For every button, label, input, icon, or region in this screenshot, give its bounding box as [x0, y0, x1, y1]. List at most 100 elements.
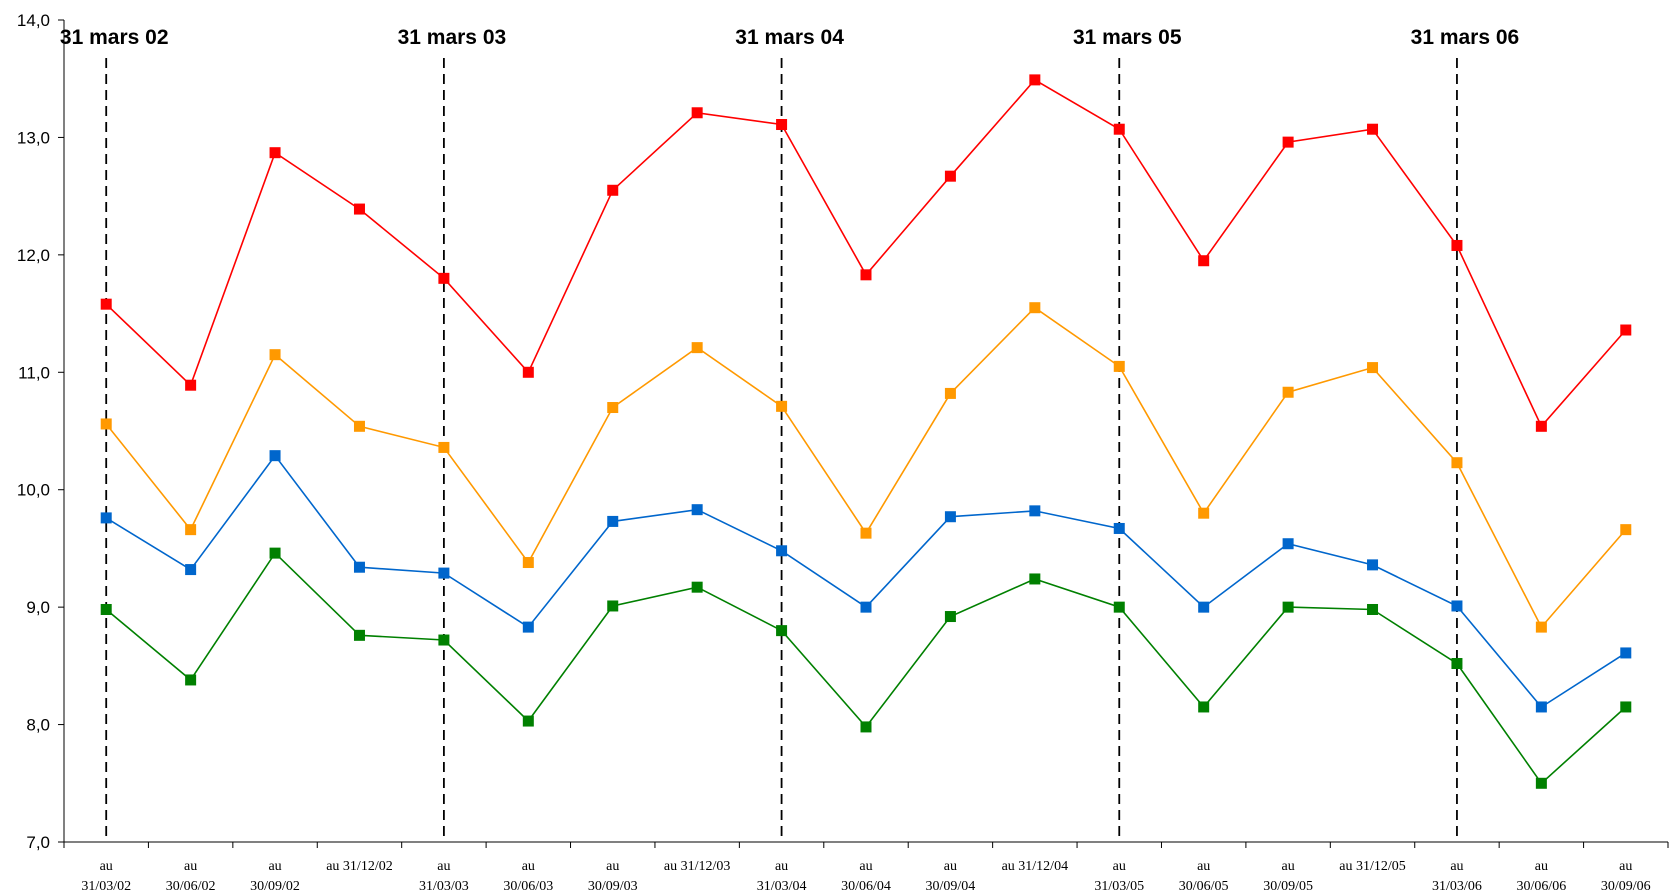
x-tick-label-line: au	[184, 859, 197, 874]
x-tick-label-line: 30/06/03	[503, 879, 553, 893]
x-tick-label-line: 30/09/05	[1263, 879, 1313, 893]
data-point	[860, 601, 872, 613]
data-point	[1367, 123, 1379, 135]
data-point	[1451, 658, 1463, 670]
x-tick-label: au 30/09/06	[1601, 859, 1651, 893]
x-tick-label-line: au	[437, 859, 450, 874]
x-tick-label: au 31/03/03	[419, 859, 469, 893]
data-point	[438, 272, 450, 284]
data-point	[1282, 601, 1294, 613]
x-tick-label: au 30/09/04	[926, 859, 976, 893]
series-layer	[100, 74, 1632, 789]
x-tick-label-line: 30/06/05	[1179, 879, 1229, 893]
x-tick-label-line: au 31/12/05	[1339, 859, 1406, 874]
x-tick-label-line: au	[522, 859, 535, 874]
data-point	[607, 600, 619, 612]
x-tick-label-line: au 31/12/02	[326, 859, 393, 874]
data-point	[1620, 647, 1632, 659]
data-point	[185, 379, 197, 391]
x-tick-label: au 30/06/02	[166, 859, 216, 893]
x-tick-label-line: au	[1113, 859, 1126, 874]
x-tick-label-line: au	[606, 859, 619, 874]
data-point	[776, 625, 788, 637]
data-point	[269, 147, 281, 159]
x-tick-label: au 31/12/02	[326, 859, 393, 874]
series-line	[105, 454, 1627, 709]
data-point	[438, 441, 450, 453]
data-point	[1113, 601, 1125, 613]
data-point	[438, 567, 450, 579]
x-tick-label-line: au	[1535, 859, 1548, 874]
data-point	[776, 119, 788, 131]
x-tick-label-line: au	[944, 859, 957, 874]
data-point	[691, 504, 703, 516]
data-point	[1282, 386, 1294, 398]
data-point	[1367, 559, 1379, 571]
period-marker-label: 31 mars 03	[398, 26, 507, 49]
x-tick-label: au 30/09/02	[250, 859, 300, 893]
data-point	[944, 387, 956, 399]
x-tick-label-line: 30/06/06	[1516, 879, 1566, 893]
y-tick-label: 14,0	[17, 11, 50, 30]
data-point	[1113, 360, 1125, 372]
x-tick-label-line: au	[1281, 859, 1294, 874]
series-2	[100, 302, 1632, 633]
data-point	[1198, 701, 1210, 713]
data-point	[185, 524, 197, 536]
data-point	[944, 170, 956, 182]
data-point	[100, 512, 112, 524]
period-markers: 31 mars 02 31 mars 03 31 mars 04 31 mars 05…	[60, 26, 1519, 842]
x-tick-label-line: 31/03/04	[757, 879, 807, 893]
data-point	[944, 611, 956, 623]
series-3	[100, 450, 1632, 713]
data-point	[691, 342, 703, 354]
series-line	[105, 306, 1627, 629]
x-tick-label: au 31/12/05	[1339, 859, 1406, 874]
data-point	[1113, 522, 1125, 534]
x-tick-label: au 30/09/03	[588, 859, 638, 893]
x-axis: au 31/03/02 au 30/06/02 au 30/09/02 au 31/12/0…	[63, 841, 1669, 893]
series-line	[105, 78, 1627, 428]
y-tick-label: 10,0	[17, 481, 50, 500]
data-point	[522, 366, 534, 378]
data-point	[100, 298, 112, 310]
data-point	[353, 629, 365, 641]
data-point	[607, 515, 619, 527]
x-tick-label-line: au	[1450, 859, 1463, 874]
x-tick-label: au 31/03/02	[81, 859, 131, 893]
data-point	[607, 402, 619, 414]
data-point	[1620, 524, 1632, 536]
data-point	[185, 564, 197, 576]
series-4	[100, 547, 1632, 789]
data-point	[522, 621, 534, 633]
x-tick-label-line: au 31/12/03	[664, 859, 731, 874]
x-tick-label-line: au 31/12/04	[1002, 859, 1069, 874]
data-point	[776, 400, 788, 412]
data-point	[1029, 302, 1041, 314]
data-point	[1451, 457, 1463, 469]
x-tick-label-line: 30/09/06	[1601, 879, 1651, 893]
data-point	[1029, 74, 1041, 86]
x-tick-label-line: 31/03/06	[1432, 879, 1482, 893]
data-point	[100, 603, 112, 615]
data-point	[1620, 324, 1632, 336]
data-point	[1451, 239, 1463, 251]
data-point	[1367, 603, 1379, 615]
x-tick-label: au 31/12/04	[1002, 859, 1069, 874]
data-point	[1029, 505, 1041, 517]
series-line	[105, 551, 1627, 785]
x-tick-label-line: au	[268, 859, 281, 874]
data-point	[269, 547, 281, 559]
data-point	[1113, 123, 1125, 135]
data-point	[353, 561, 365, 573]
data-point	[860, 269, 872, 281]
x-tick-label: au 30/06/03	[503, 859, 553, 893]
x-tick-label-line: au	[859, 859, 872, 874]
y-tick-label: 13,0	[17, 128, 50, 147]
data-point	[1282, 136, 1294, 148]
data-point	[353, 203, 365, 215]
data-point	[1535, 420, 1547, 432]
x-tick-label: au 31/12/03	[664, 859, 731, 874]
y-tick-label: 9,0	[26, 598, 50, 617]
x-tick-label-line: 30/09/02	[250, 879, 300, 893]
